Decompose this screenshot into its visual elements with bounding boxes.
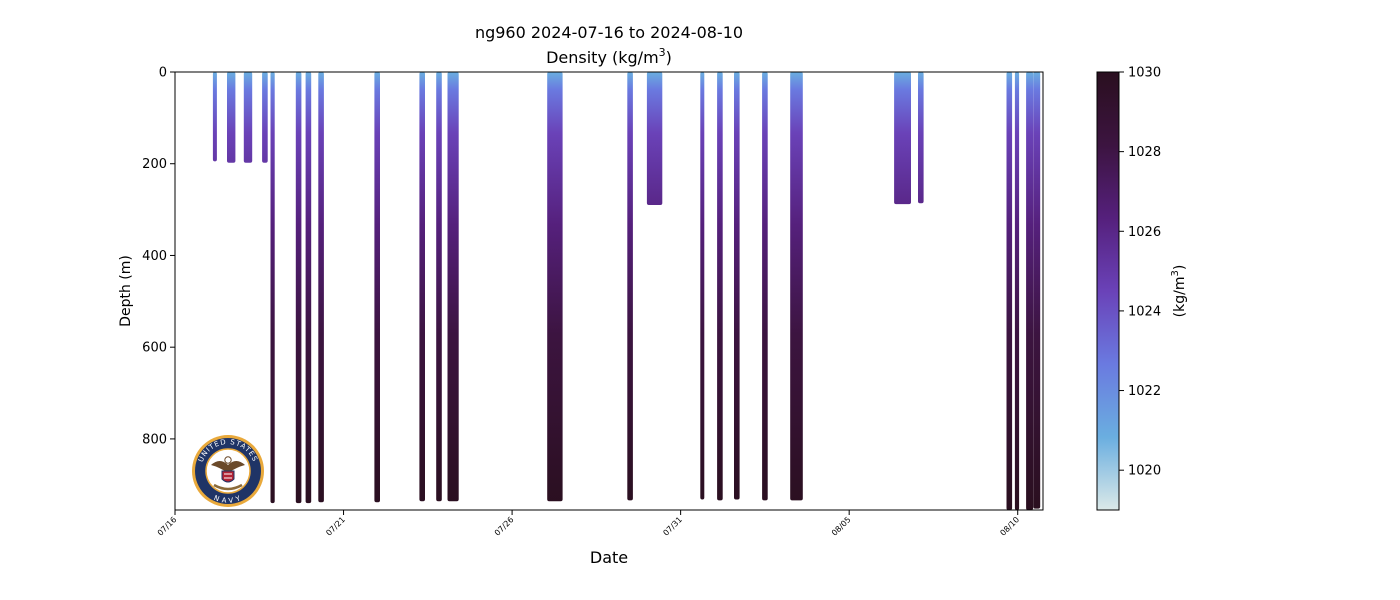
profile-bars (212, 72, 1041, 510)
x-tick-label: 08/10 (998, 515, 1021, 538)
seal-anchor-rope (213, 483, 243, 491)
profile-bar (894, 72, 911, 205)
y-axis-ticks: 0 200 400 600 800 (142, 66, 175, 447)
eagle-head (224, 456, 232, 464)
profile-bar (1026, 72, 1034, 510)
profile-bar (1033, 72, 1041, 509)
x-tick-label: 07/26 (493, 515, 516, 538)
y-tick-label: 600 (142, 341, 167, 356)
y-tick-label: 800 (142, 432, 167, 447)
profile-bar (227, 72, 236, 163)
colorbar-label: (kg/m3) (1170, 265, 1188, 318)
x-tick-label: 07/31 (661, 515, 684, 538)
x-tick-label: 07/16 (156, 515, 179, 538)
eagle-wings (211, 461, 245, 473)
profile-bar (436, 72, 442, 502)
x-tick-label: 07/21 (324, 515, 347, 538)
profile-bar (734, 72, 740, 500)
colorbar-ticks: 1020 1022 1024 1026 1028 1030 (1119, 66, 1161, 479)
profile-bar (717, 72, 723, 501)
profile-bar (547, 72, 563, 502)
profile-bar (318, 72, 324, 503)
colorbar-label-sup: 3 (1170, 270, 1181, 276)
seal-bottom-text: NAVY (213, 494, 244, 505)
profile-bar (419, 72, 425, 502)
profile-bar (627, 72, 633, 501)
seal-shield (221, 470, 235, 483)
y-tick-label: 200 (142, 157, 167, 172)
profile-bar (295, 72, 302, 504)
profile-bar (1006, 72, 1013, 510)
colorbar-tick-label: 1024 (1128, 304, 1161, 319)
profile-bar (243, 72, 253, 163)
chart-title-line2-suffix: ) (666, 48, 672, 67)
x-axis-label: Date (590, 548, 628, 567)
profile-bar (305, 72, 312, 504)
chart-title-line2-sup: 3 (659, 46, 666, 59)
colorbar-tick-label: 1026 (1128, 225, 1161, 240)
x-tick-label: 08/05 (830, 515, 853, 538)
y-axis-label: Depth (m) (118, 255, 134, 327)
plot-frame (174, 71, 1044, 511)
colorbar-tick-label: 1022 (1128, 384, 1161, 399)
profile-bar (646, 72, 663, 205)
chart-title-line2: Density (kg/m3) (546, 46, 672, 67)
colorbar-label-prefix: (kg/m (1172, 277, 1188, 318)
profile-bar (374, 72, 380, 503)
profile-bar (270, 72, 275, 504)
x-axis-ticks: 07/16 07/21 07/26 07/31 08/05 08/10 (156, 510, 1021, 538)
profile-bar (918, 72, 924, 204)
profile-bar (700, 72, 705, 500)
profile-bar (212, 72, 217, 162)
colorbar-tick-label: 1020 (1128, 464, 1161, 479)
profile-bar (762, 72, 768, 501)
chart-title-line1: ng960 2024-07-16 to 2024-08-10 (475, 23, 743, 42)
colorbar-label-suffix: ) (1172, 265, 1188, 270)
profile-bar (1014, 72, 1020, 510)
y-tick-label: 0 (159, 66, 167, 81)
chart-title-line2-prefix: Density (kg/m (546, 48, 659, 67)
colorbar (1096, 71, 1120, 511)
colorbar-tick-label: 1030 (1128, 66, 1161, 81)
colorbar-tick-label: 1028 (1128, 145, 1161, 160)
profile-bar (447, 72, 459, 502)
profile-bar (262, 72, 268, 163)
y-tick-label: 400 (142, 249, 167, 264)
profile-bar (790, 72, 803, 501)
